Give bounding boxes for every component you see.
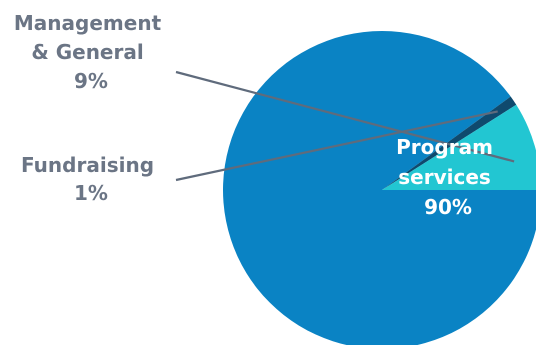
- slice-percent: 1%: [74, 181, 108, 205]
- leader-lines: [175, 70, 515, 182]
- pie-slices: [223, 31, 536, 345]
- slice-label-line: Program: [396, 135, 493, 159]
- slice-label-line: Management: [14, 11, 162, 35]
- leader-line-management-general: [175, 70, 515, 163]
- slice-label-fundraising: Fundraising 1%: [21, 153, 161, 205]
- slice-label-line: Fundraising: [21, 153, 154, 177]
- slice-label-management-general: Management & General 9%: [14, 11, 168, 93]
- slice-label-line: services: [398, 165, 491, 189]
- slice-percent: 90%: [424, 195, 472, 219]
- slice-label-line: & General: [31, 40, 143, 64]
- slice-label-program-services: Program services 90%: [396, 135, 500, 219]
- pie-slice-0: [223, 31, 536, 345]
- leader-line-fundraising: [175, 110, 498, 182]
- slice-percent: 9%: [74, 69, 108, 93]
